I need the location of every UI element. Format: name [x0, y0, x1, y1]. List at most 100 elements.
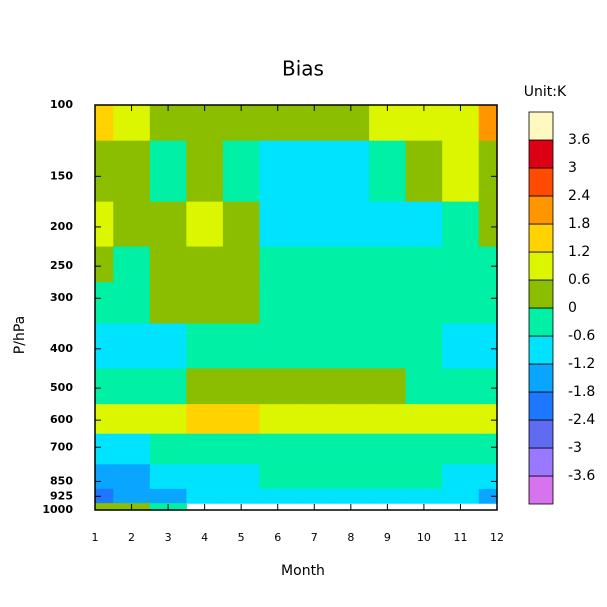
contour-cell	[186, 368, 224, 405]
contour-cell	[296, 140, 334, 203]
contour-cell	[405, 433, 443, 465]
contour-cell	[259, 488, 297, 504]
contour-cell	[332, 246, 370, 283]
contour-cell	[478, 404, 498, 435]
x-tick-label: 7	[311, 531, 318, 544]
contour-cell	[296, 282, 334, 325]
contour-cell	[95, 433, 114, 465]
contour-cell	[369, 464, 407, 490]
contour-cell	[478, 433, 498, 465]
contour-cell	[222, 488, 261, 504]
contour-cell	[186, 201, 224, 248]
x-tick-label: 4	[201, 531, 208, 544]
contour-cell	[149, 282, 187, 325]
contour-cell	[442, 368, 480, 405]
contour-cell	[296, 464, 334, 490]
colorbar-label: 0.6	[568, 272, 590, 288]
contour-cell	[332, 404, 370, 435]
contour-cell	[405, 368, 443, 405]
contour-cell	[95, 488, 114, 504]
contour-cell	[405, 105, 443, 142]
colorbar-box	[528, 167, 554, 197]
colorbar-label: 3	[568, 160, 577, 176]
contour-cell	[442, 404, 480, 435]
contour-cell	[478, 140, 498, 203]
colorbar-box	[528, 139, 554, 169]
contour-cell	[296, 323, 334, 370]
colorbar-label: -1.8	[568, 384, 595, 400]
contour-cell	[332, 433, 370, 465]
contour-cell	[259, 282, 297, 325]
x-tick-label: 10	[417, 531, 431, 544]
x-tick-label: 2	[128, 531, 135, 544]
contour-cell	[369, 368, 407, 405]
contour-cell	[332, 464, 370, 490]
contour-cell	[95, 282, 114, 325]
contour-cell	[369, 404, 407, 435]
contour-cell	[222, 464, 261, 490]
contour-cell	[405, 464, 443, 490]
x-tick-label: 3	[165, 531, 172, 544]
contour-cell	[95, 105, 114, 142]
contour-cell	[478, 105, 498, 142]
contour-cell	[113, 404, 151, 435]
colorbar-box	[528, 111, 554, 141]
contour-cell	[113, 105, 151, 142]
contour-cell	[113, 246, 151, 283]
y-tick-label: 100	[50, 98, 73, 111]
axes: 1 2 3 4 5 6 7 8 9 10 11 121001502002503004005006007…	[42, 98, 595, 544]
contour-cell	[369, 282, 407, 325]
colorbar-box	[528, 251, 554, 281]
contour-cell	[222, 201, 261, 248]
colorbar-box	[528, 447, 554, 477]
colorbar-label: -1.2	[568, 356, 595, 372]
contour-cell	[113, 488, 151, 504]
contour-cell	[442, 140, 480, 203]
contour-cell	[95, 323, 114, 370]
contour-cell	[332, 201, 370, 248]
contour-cell	[95, 140, 114, 203]
contour-cell	[149, 323, 187, 370]
contour-cell	[259, 368, 297, 405]
contour-cell	[296, 201, 334, 248]
y-tick-label: 500	[50, 381, 73, 394]
y-tick-label: 925	[50, 489, 73, 502]
contour-cell	[149, 140, 187, 203]
contour-cell	[186, 140, 224, 203]
y-tick-label: 250	[50, 259, 73, 272]
contour-cell	[259, 404, 297, 435]
contour-cell	[222, 105, 261, 142]
contour-cell	[442, 246, 480, 283]
contour-cell	[113, 282, 151, 325]
contour-cell	[369, 323, 407, 370]
contour-cell	[95, 404, 114, 435]
colorbar-box	[528, 223, 554, 253]
contour-cell	[186, 323, 224, 370]
x-tick-label: 8	[347, 531, 354, 544]
contour-cell	[149, 433, 187, 465]
colorbar-label: 0	[568, 300, 577, 316]
contour-cell	[442, 323, 480, 370]
y-tick-label: 200	[50, 220, 73, 233]
colorbar-label: -3	[568, 440, 582, 456]
contour-cell	[95, 246, 114, 283]
contour-cell	[332, 368, 370, 405]
colorbar-box	[528, 279, 554, 309]
contour-cell	[222, 140, 261, 203]
x-tick-label: 11	[453, 531, 467, 544]
contour-cell	[149, 246, 187, 283]
contour-field	[95, 105, 498, 511]
contour-cell	[405, 140, 443, 203]
contour-cell	[95, 368, 114, 405]
contour-cell	[186, 246, 224, 283]
contour-cell	[332, 105, 370, 142]
contour-cell	[149, 201, 187, 248]
contour-cell	[332, 488, 370, 504]
contour-cell	[259, 323, 297, 370]
y-tick-label: 850	[50, 474, 73, 487]
contour-cell	[149, 404, 187, 435]
x-axis-label: Month	[281, 563, 325, 579]
contour-cell	[113, 201, 151, 248]
colorbar-box	[528, 419, 554, 449]
